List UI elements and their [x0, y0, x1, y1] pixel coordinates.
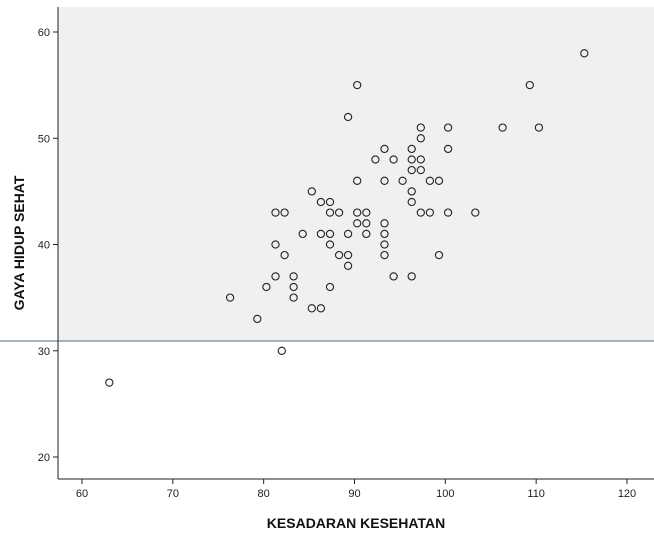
scatter-point: [380, 144, 389, 154]
scatter-point: [416, 155, 425, 164]
y-axis-ticks: 20 30 40 50 60: [38, 27, 58, 464]
x-tick-label: 120: [618, 488, 636, 500]
x-tick-label: 90: [348, 488, 360, 500]
x-axis-title: KESADARAN KESEHATAN: [267, 515, 445, 531]
scatter-point: [307, 304, 316, 313]
scatter-point: [325, 208, 335, 217]
scatter-point: [316, 304, 326, 313]
scatter-point: [416, 165, 425, 175]
scatter-point: [471, 208, 480, 217]
scatter-point: [443, 208, 453, 217]
scatter-point: [407, 144, 416, 154]
y-tick-label: 30: [38, 346, 50, 358]
scatter-point: [343, 261, 353, 270]
scatter-point: [353, 80, 362, 90]
x-tick-label: 110: [527, 488, 545, 500]
scatter-point: [580, 49, 589, 58]
scatter-point: [407, 187, 416, 196]
scatter-point: [277, 346, 286, 355]
x-tick-label: 100: [436, 488, 454, 500]
scatter-point: [280, 208, 289, 217]
scatter-point: [325, 197, 335, 207]
scatter-point: [416, 123, 425, 132]
scatter-point: [380, 176, 389, 185]
x-tick-label: 80: [258, 488, 270, 500]
scatter-point: [443, 123, 453, 132]
upper-plot-panel: [58, 7, 654, 341]
scatter-point: [498, 123, 507, 132]
x-tick-label: 70: [167, 488, 179, 500]
scatter-point: [380, 250, 389, 260]
scatter-point: [316, 229, 326, 239]
scatter-point: [334, 208, 344, 217]
scatter-point: [343, 229, 353, 239]
scatter-point: [362, 219, 371, 228]
scatter-point: [289, 293, 298, 302]
scatter-point: [325, 282, 335, 292]
scatter-point: [398, 176, 407, 185]
lower-plot-panel: [58, 341, 654, 478]
scatter-point: [225, 293, 235, 302]
scatter-point: [353, 219, 362, 228]
scatter-point: [325, 229, 335, 239]
scatter-point: [316, 197, 326, 207]
y-axis-title: GAYA HIDUP SEHAT: [11, 175, 27, 310]
scatter-point: [443, 144, 453, 154]
scatter-point: [289, 282, 298, 292]
scatter-point: [271, 272, 280, 281]
scatter-point: [362, 229, 371, 239]
y-tick-label: 20: [38, 452, 50, 464]
scatter-point: [105, 378, 114, 387]
y-tick-label: 40: [38, 240, 50, 252]
scatter-point: [353, 208, 362, 217]
scatter-point: [434, 250, 444, 260]
scatter-point: [371, 155, 380, 164]
scatter-point: [271, 240, 280, 249]
scatter-point: [334, 250, 344, 260]
scatter-point: [416, 134, 425, 143]
scatter-point: [407, 165, 416, 175]
scatter-point: [362, 208, 371, 217]
scatter-point: [343, 250, 353, 260]
scatter-point: [271, 208, 280, 217]
scatter-point: [389, 155, 398, 164]
scatter-point: [425, 176, 435, 185]
x-tick-label: 60: [76, 488, 88, 500]
scatter-point: [289, 272, 298, 281]
scatter-point: [280, 250, 289, 260]
scatter-point: [343, 112, 353, 122]
scatter-point: [534, 123, 544, 132]
scatter-point: [298, 229, 307, 239]
y-tick-label: 60: [38, 27, 50, 39]
scatter-point: [525, 80, 534, 90]
y-tick-label: 50: [38, 133, 50, 145]
scatter-point: [407, 197, 416, 207]
scatter-point: [425, 208, 435, 217]
x-axis-ticks: 60 70 80 90 100 110 120: [76, 479, 636, 500]
scatter-point: [380, 219, 389, 228]
scatter-point: [262, 282, 271, 292]
scatter-point: [380, 229, 389, 239]
scatter-point: [434, 176, 444, 185]
scatter-point: [307, 187, 316, 196]
scatter-point: [407, 155, 416, 164]
data-points: [105, 49, 589, 387]
scatter-point: [407, 272, 416, 281]
scatter-point: [253, 314, 262, 324]
scatter-point: [380, 240, 389, 249]
scatter-point: [325, 240, 335, 249]
scatter-point: [389, 272, 398, 281]
scatter-point: [353, 176, 362, 185]
scatter-point: [416, 208, 425, 217]
